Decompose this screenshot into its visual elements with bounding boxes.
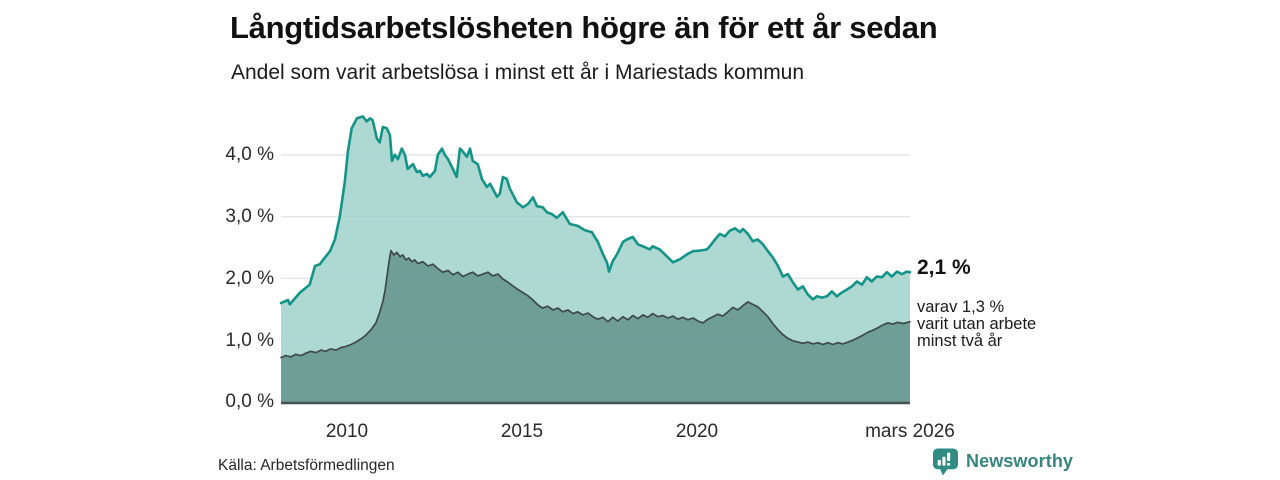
newsworthy-icon	[933, 448, 958, 476]
y-tick-label-1: 1,0 %	[225, 330, 274, 351]
y-tick-label-3: 3,0 %	[225, 206, 274, 227]
annotation-line-2: varit utan arbete	[917, 315, 1037, 333]
newsworthy-logo: Newsworthy	[933, 448, 1073, 476]
chart-subtitle: Andel som varit arbetslösa i minst ett å…	[231, 61, 805, 84]
x-tick-label-mars-2026: mars 2026	[865, 421, 955, 442]
series-area-min-2-years	[281, 250, 910, 402]
x-tick-label-2010: 2010	[325, 421, 369, 442]
annotation-line-3: minst två år	[917, 332, 1003, 350]
page-title: Långtidsarbetslösheten högre än för ett …	[230, 10, 938, 45]
y-tick-label-2: 2,0 %	[225, 268, 274, 289]
series-line-min-1-year	[279, 115, 912, 306]
x-tick-label-2015: 2015	[500, 421, 544, 442]
y-tick-label-0: 0,0 %	[225, 391, 274, 412]
series-line-min-2-years	[280, 249, 911, 359]
newsworthy-wordmark: Newsworthy	[966, 451, 1074, 471]
current-value-label: 2,1 %	[917, 256, 971, 279]
x-tick-label-2020: 2020	[675, 421, 719, 442]
annotation-secondary: varav 1,3 % varit utan arbete minst två …	[917, 299, 1036, 350]
annotation-line-1: varav 1,3 %	[917, 298, 1005, 316]
source-credit: Källa: Arbetsförmedlingen	[218, 457, 395, 474]
y-tick-label-4: 4,0 %	[225, 144, 274, 165]
